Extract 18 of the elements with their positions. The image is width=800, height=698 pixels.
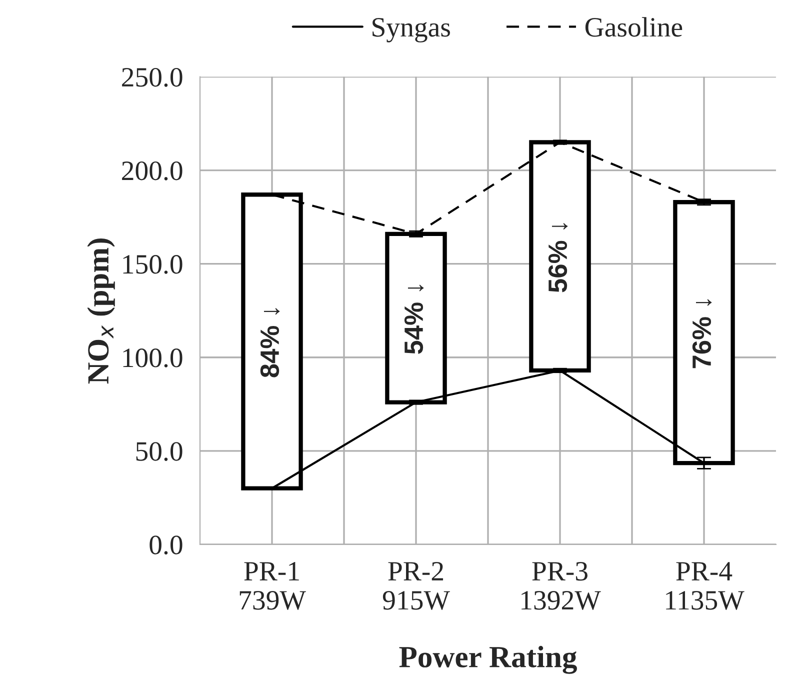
x-tick-label: PR-2 915W [382,562,450,610]
x-tick-label: PR-4 1135W [666,562,744,610]
y-tick-label: 0.0 [150,536,182,554]
legend-label: Gasoline [585,17,682,37]
annotation: 76% ↓ [692,299,712,368]
y-tick-label: 250.0 [122,68,182,87]
annotation: 54% ↓ [404,284,424,354]
x-axis-title: Power Rating [399,646,577,674]
y-axis-title: NO$_{x}$ (ppm) [87,238,115,384]
annotation: 56% ↓ [548,223,568,292]
y-tick-label: 100.0 [123,348,182,368]
y-tick-label: 150.0 [123,255,182,274]
annotation: 84% ↓ [260,308,280,378]
y-tick-label: 50.0 [136,442,182,461]
legend-label: Syngas [372,18,450,42]
y-tick-label: 200.0 [122,161,182,180]
x-tick-label: PR-1 739W [240,562,306,610]
x-tick-label: PR-3 1392W [522,562,601,610]
